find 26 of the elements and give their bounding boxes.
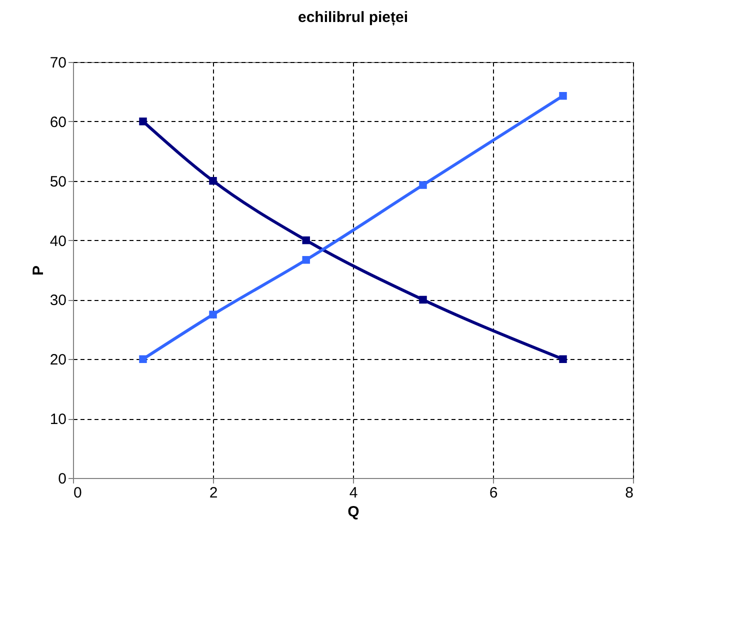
y-tick-label: 30 [50,292,66,310]
y-axis-title: P [30,265,47,276]
x-tick-label: 2 [209,484,218,502]
y-tick-label: 20 [50,352,66,369]
point [139,355,147,364]
point [419,296,427,304]
point [209,176,217,185]
point [139,118,147,126]
x-tick-label: 8 [625,484,634,502]
point [419,181,427,189]
x-tick-label: 4 [349,484,358,502]
point [559,355,567,364]
y-tick-label: 50 [50,173,66,190]
y-tick-label: 40 [50,232,66,250]
y-tick-label: 60 [50,114,66,131]
point [302,256,310,264]
point [209,310,217,318]
point [559,92,567,100]
x-tick-label: 6 [489,484,498,502]
y-tick-label: 70 [50,54,66,72]
x-axis-title: Q [348,504,360,520]
x-tick-label: 0 [74,484,82,502]
chart-title: echilibrul pieței [298,9,408,26]
y-tick-label: 0 [58,470,66,488]
point [302,236,310,244]
y-tick-label: 10 [50,411,66,428]
